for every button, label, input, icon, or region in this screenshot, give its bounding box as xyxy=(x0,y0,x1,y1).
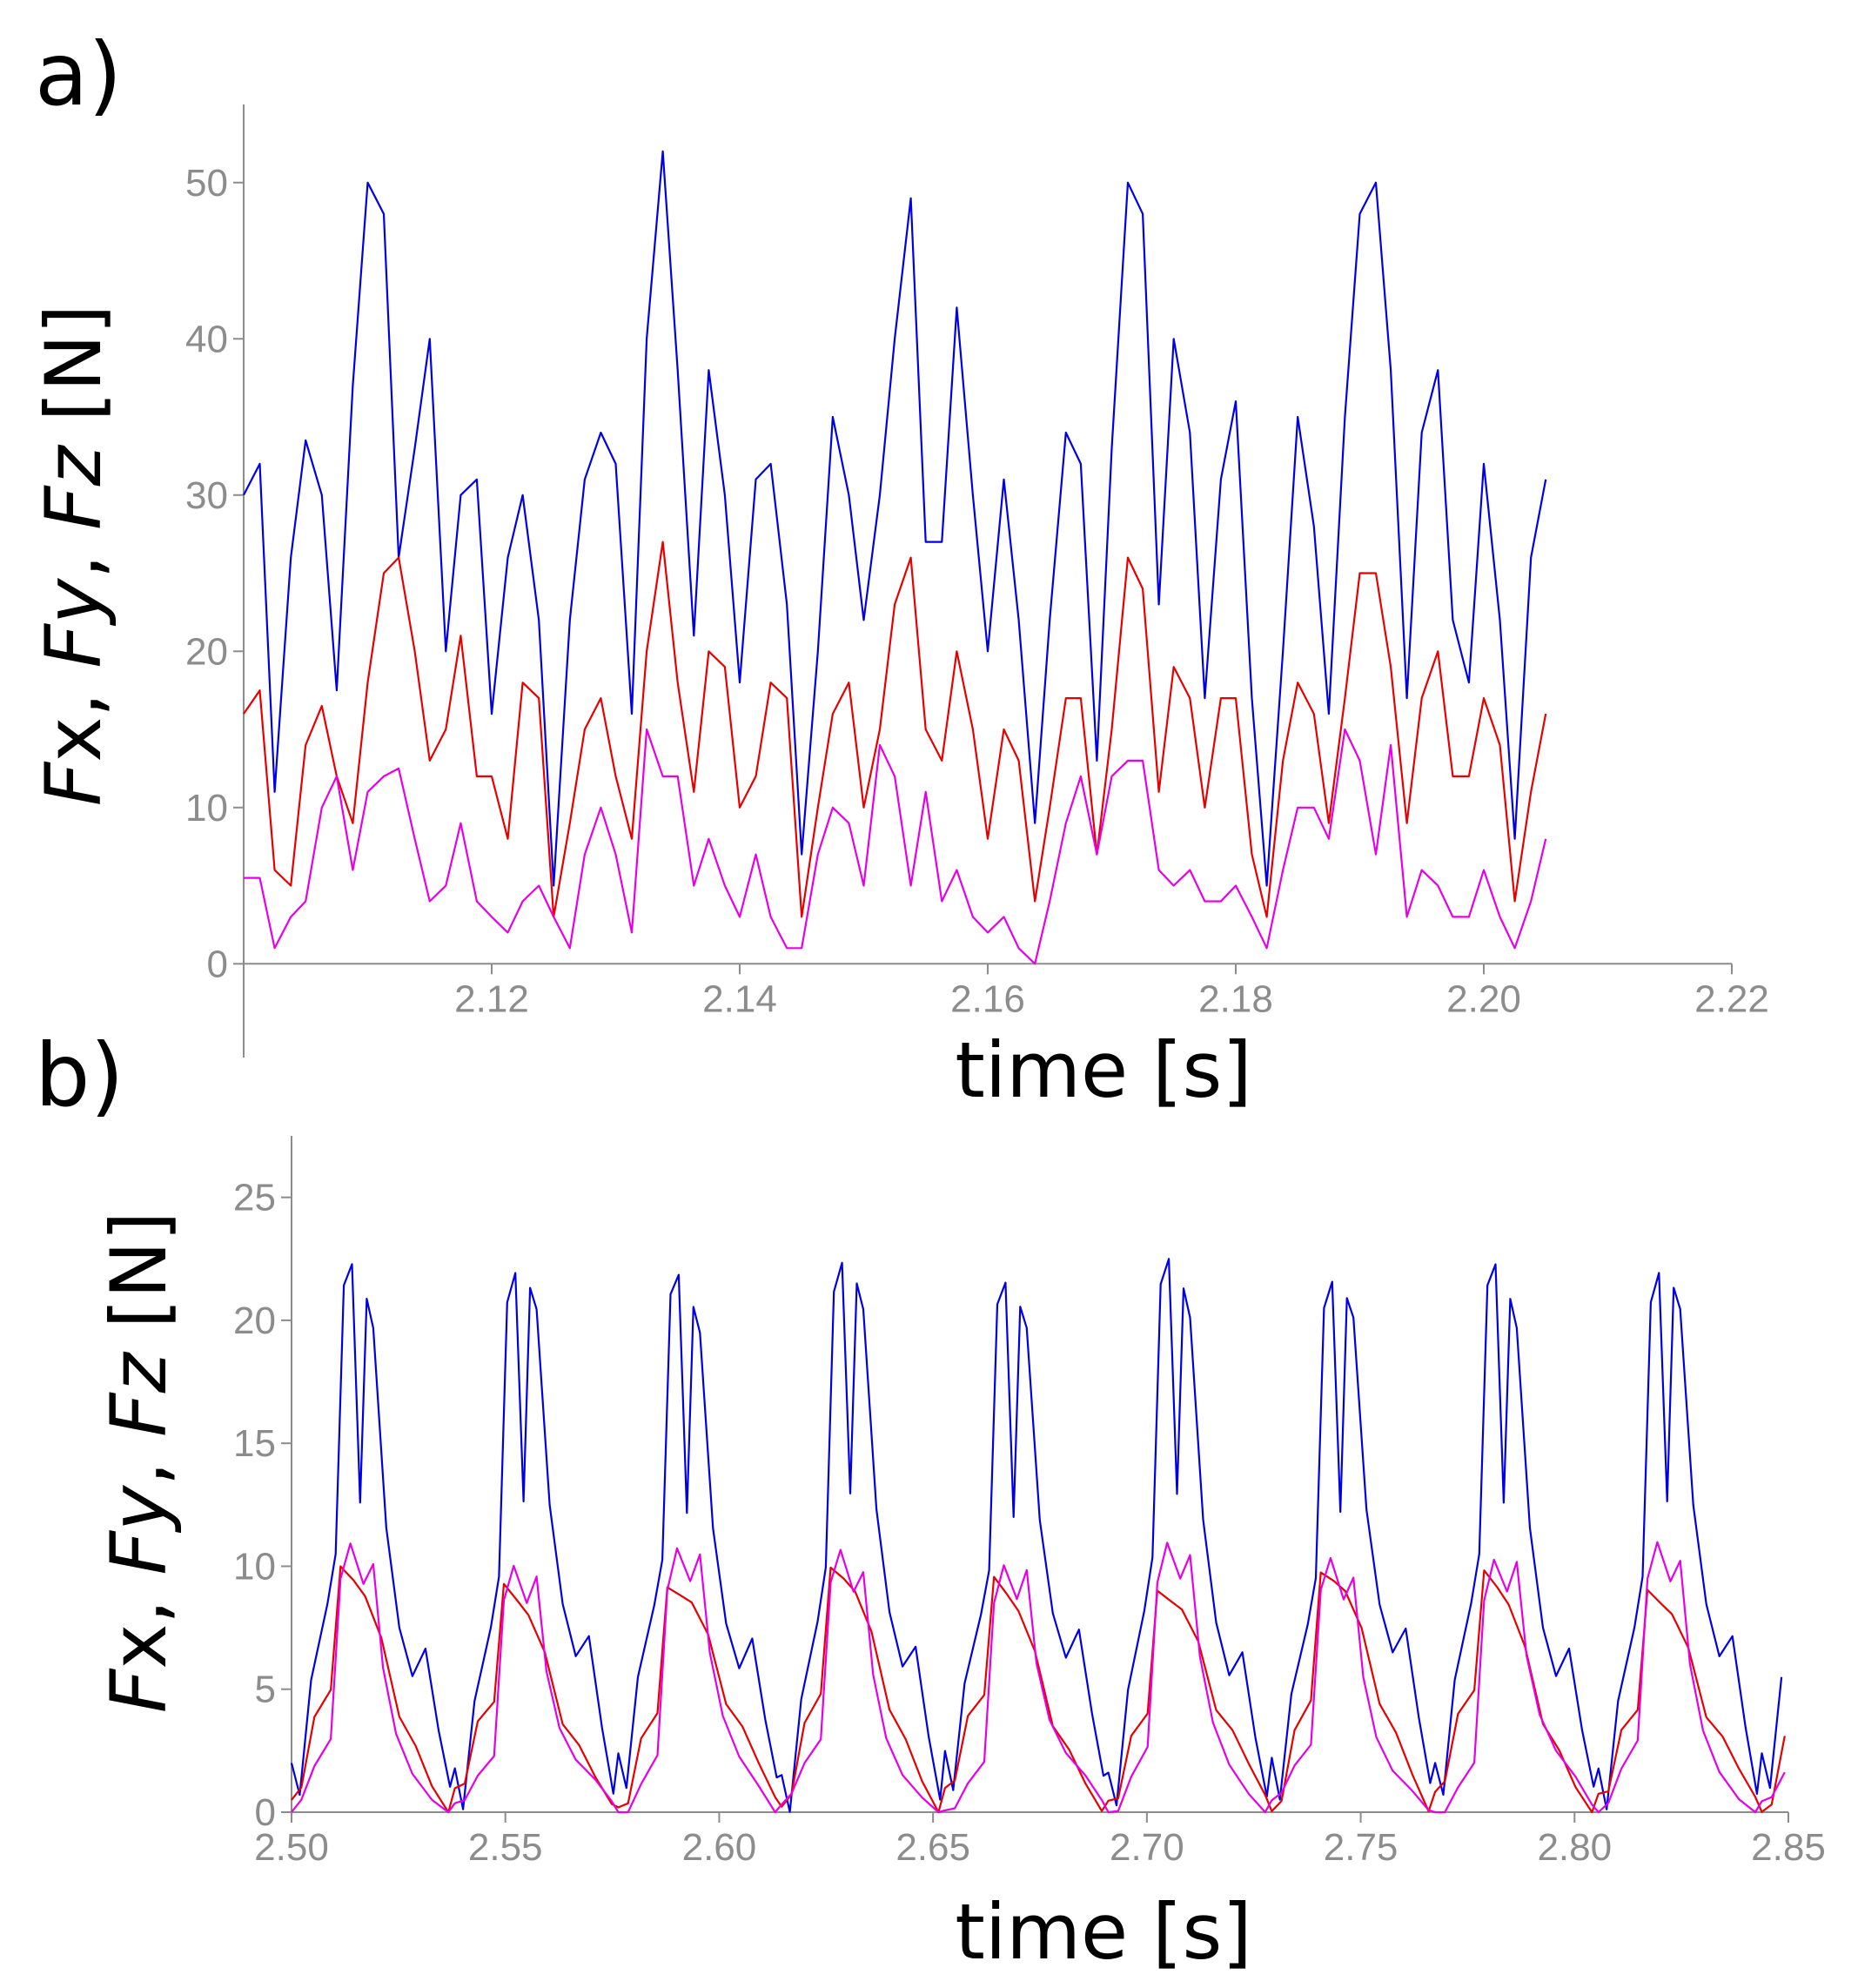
x-tick-label: 2.55 xyxy=(468,1826,543,1869)
y-axis-title-part: [N] xyxy=(29,305,118,446)
y-tick-label: 40 xyxy=(185,318,228,360)
panel-a-x-axis-title: time [s] xyxy=(955,1025,1251,1115)
panel-b-label: b) xyxy=(35,1024,124,1126)
y-axis-title-part: , xyxy=(29,668,118,717)
x-tick-label: 2.16 xyxy=(950,977,1025,1020)
y-axis-title-part: z xyxy=(94,1351,184,1394)
panel-a-axes: 0 10 20 30 40 50 2.12 2.14 2.16 2.18 2.20 2.22 xyxy=(185,104,1769,1058)
y-tick-label: 10 xyxy=(185,787,228,829)
series-line-blue xyxy=(243,150,1547,887)
y-axis-title-part: x xyxy=(94,1624,184,1669)
y-tick-label: 10 xyxy=(233,1545,276,1588)
y-axis-title-part: F xyxy=(29,485,118,530)
x-tick-label: 2.22 xyxy=(1694,977,1769,1020)
y-tick-label: 30 xyxy=(185,474,228,517)
panel-a-y-axis-title: Fx, Fy, Fz [N] xyxy=(29,305,118,807)
series-line-blue xyxy=(290,1258,1783,1813)
x-tick-label: 2.80 xyxy=(1537,1826,1612,1869)
y-axis-title-part: y xyxy=(29,577,118,627)
y-axis-title-part: [N] xyxy=(94,1212,184,1353)
series-line-red xyxy=(291,1565,1786,1814)
y-axis-title-part: F xyxy=(94,1530,184,1575)
y-tick-label: 25 xyxy=(233,1177,276,1219)
y-axis-title-part: y xyxy=(94,1484,184,1534)
x-tick-label: 2.75 xyxy=(1324,1826,1399,1869)
x-tick-label: 2.65 xyxy=(895,1826,970,1869)
x-tick-label: 2.85 xyxy=(1751,1826,1826,1869)
y-axis-title-part: , xyxy=(29,530,118,579)
x-tick-label: 2.70 xyxy=(1110,1826,1184,1869)
y-axis-title-part: F xyxy=(94,1668,184,1713)
y-tick-label: 0 xyxy=(255,1791,276,1834)
x-tick-label: 2.18 xyxy=(1198,977,1273,1020)
panel-a-series xyxy=(243,150,1547,965)
series-line-magenta xyxy=(244,728,1547,965)
y-tick-label: 15 xyxy=(233,1422,276,1465)
y-tick-label: 0 xyxy=(207,943,228,985)
series-line-red xyxy=(243,541,1547,918)
y-axis-title-part: z xyxy=(29,444,118,487)
y-tick-label: 5 xyxy=(255,1669,276,1711)
panel-b-y-axis-title: Fx, Fy, Fz [N] xyxy=(94,1212,184,1714)
panel-b-axes: 0 5 10 15 20 25 2.50 2.55 2.60 2.65 2.70 2.75 2.80 2.… xyxy=(233,1136,1826,1869)
series-line-magenta xyxy=(291,1541,1786,1814)
y-axis-title-part: F xyxy=(94,1392,184,1437)
x-tick-label: 2.14 xyxy=(702,977,777,1020)
panel-a: a) 0 10 20 30 40 50 2.12 2.14 2.16 2.18 2.20 2.22 t… xyxy=(29,24,1769,1115)
y-tick-label: 20 xyxy=(233,1300,276,1342)
y-axis-title-part: , xyxy=(94,1437,184,1486)
panel-b: b) 0 5 10 15 20 25 2.50 2.55 2.60 2.65 2.70 2.75 2.8… xyxy=(35,1024,1826,1977)
x-tick-label: 2.20 xyxy=(1446,977,1521,1020)
panel-b-x-axis-title: time [s] xyxy=(955,1887,1251,1977)
y-tick-label: 50 xyxy=(185,162,228,205)
y-axis-title-part: , xyxy=(94,1575,184,1624)
y-axis-title-part: F xyxy=(29,623,118,668)
x-tick-label: 2.50 xyxy=(254,1826,329,1869)
x-tick-label: 2.12 xyxy=(454,977,529,1020)
panel-a-label: a) xyxy=(35,24,122,125)
y-tick-label: 20 xyxy=(185,630,228,673)
x-tick-label: 2.60 xyxy=(682,1826,757,1869)
panel-b-series xyxy=(290,1258,1786,1814)
y-axis-title-part: F xyxy=(29,761,118,806)
y-axis-title-part: x xyxy=(29,717,118,762)
